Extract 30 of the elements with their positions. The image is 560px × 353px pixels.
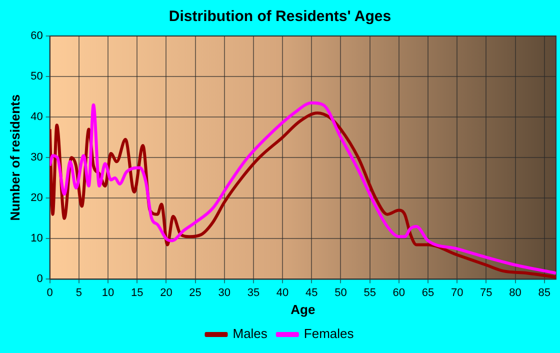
y-tick-label: 0 [36,273,43,286]
x-tick-label: 65 [422,286,434,299]
x-tick-label: 35 [247,286,260,299]
y-tick-label: 40 [30,111,43,124]
x-tick-label: 45 [306,286,318,299]
y-tick-label: 10 [30,232,43,245]
x-tick-label: 20 [160,286,172,299]
y-tick-label: 30 [30,152,43,164]
y-tick-label: 60 [30,30,43,42]
chart-title: Distribution of Residents' Ages [168,8,392,26]
legend-label: Females [304,326,354,342]
x-tick-label: 0 [46,286,53,299]
y-tick-label: 20 [30,192,43,204]
x-tick-label: 85 [538,286,550,299]
x-tick-label: 60 [392,286,406,299]
x-tick-label: 80 [509,286,522,299]
x-tick-label: 70 [450,286,464,299]
x-tick-label: 55 [364,286,376,299]
legend-label: Males [232,326,268,342]
x-tick-label: 30 [218,286,230,299]
x-tick-label: 15 [130,286,144,299]
y-tick-label: 50 [30,70,43,83]
x-tick-label: 5 [76,286,82,299]
x-tick-label: 50 [334,286,347,299]
x-axis-title: Age [290,302,316,317]
x-tick-label: 75 [480,286,492,299]
y-axis-title: Number of residents [7,94,22,221]
x-tick-label: 40 [276,286,289,299]
x-tick-label: 25 [189,286,202,299]
x-tick-label: 10 [102,286,114,299]
